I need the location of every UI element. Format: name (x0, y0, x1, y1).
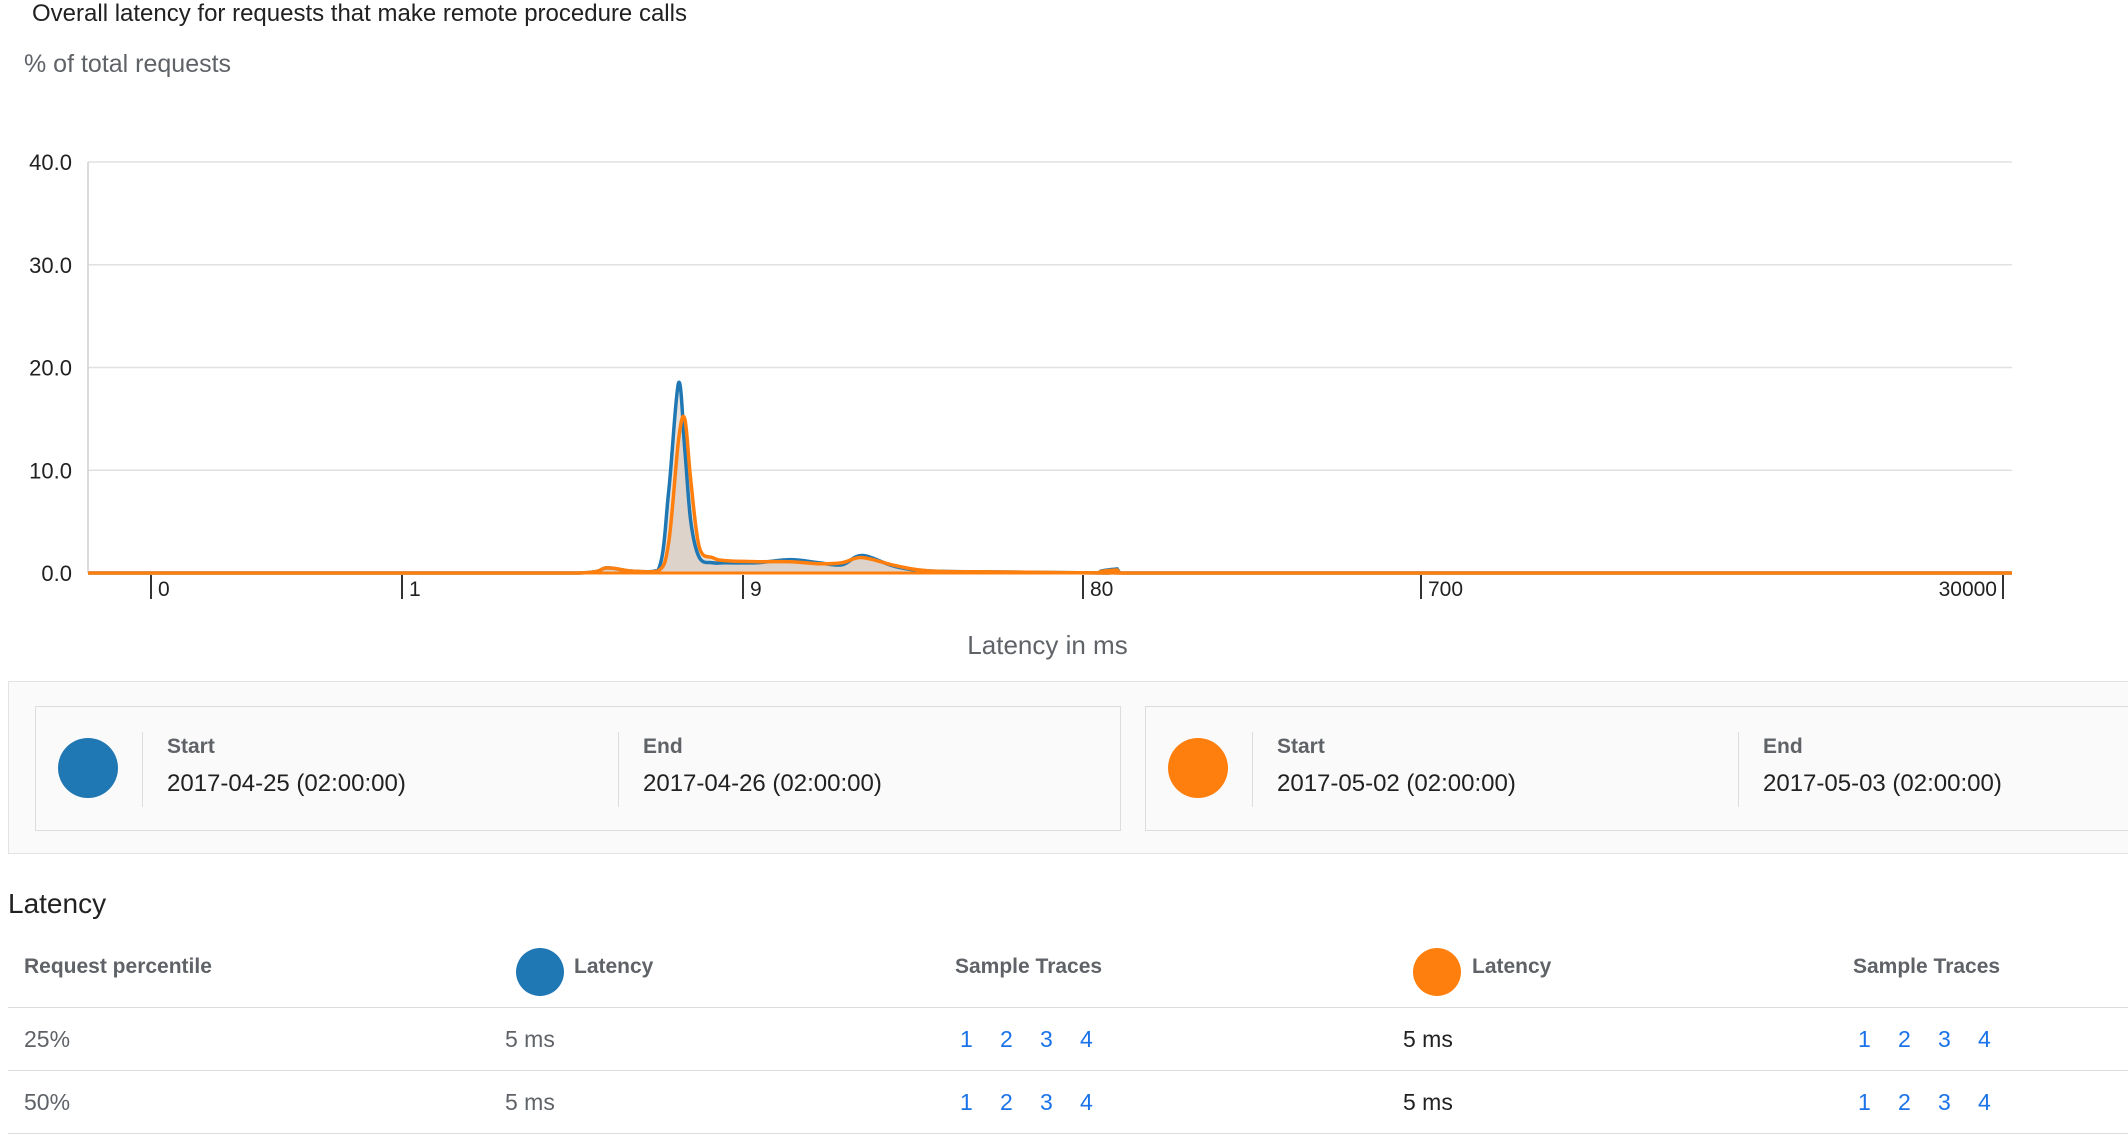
range-end: End 2017-04-26 (02:00:00) (643, 735, 882, 798)
trace-link[interactable]: 1 (960, 1089, 973, 1115)
time-range-card-2: Start 2017-05-02 (02:00:00) End 2017-05-… (1145, 706, 2128, 831)
series-2-color-dot (1168, 738, 1228, 798)
percentile-cell: 25% (24, 1026, 71, 1052)
trace-link[interactable]: 4 (1978, 1089, 1991, 1115)
trace-link[interactable]: 3 (1040, 1089, 1053, 1115)
chart-title: Overall latency for requests that make r… (32, 0, 687, 27)
sample-traces-series-2: 1 2 3 4 (1858, 1089, 2018, 1116)
range-divider (618, 732, 619, 807)
time-range-panel: Start 2017-04-25 (02:00:00) End 2017-04-… (8, 681, 2128, 854)
range-start: Start 2017-04-25 (02:00:00) (167, 735, 406, 798)
y-tick-label: 30.0 (29, 253, 72, 278)
header-request-percentile: Request percentile (24, 955, 212, 978)
x-tick-label: 9 (750, 578, 762, 600)
trace-link[interactable]: 1 (1858, 1089, 1871, 1115)
y-tick-label: 20.0 (29, 356, 72, 381)
trace-link[interactable]: 4 (1978, 1026, 1991, 1052)
header-sample-traces-series-2: Sample Traces (1853, 955, 2001, 978)
range-start: Start 2017-05-02 (02:00:00) (1277, 735, 1516, 798)
trace-link[interactable]: 2 (1000, 1026, 1013, 1052)
percentile-cell: 50% (24, 1089, 71, 1115)
x-tick-label: 80 (1090, 578, 1113, 600)
x-tick-label: 30000 (1939, 578, 1997, 600)
x-tick-label: 700 (1428, 578, 1463, 600)
series-area (88, 416, 2012, 573)
latency-series-1-cell: 5 ms (505, 1089, 555, 1115)
y-axis-unit-label: % of total requests (24, 50, 232, 78)
y-tick-label: 40.0 (29, 150, 72, 175)
table-divider (8, 1133, 2128, 1134)
range-end-value: 2017-04-26 (02:00:00) (643, 770, 882, 797)
latency-chart: 0.0 10.0 20.0 30.0 40.0 0 1 9 80 700 30000 (29, 150, 2012, 600)
latency-series-1-cell: 5 ms (505, 1026, 555, 1052)
table-divider (8, 1007, 2128, 1008)
sample-traces-series-1: 1 2 3 4 (960, 1089, 1120, 1116)
time-range-card-1: Start 2017-04-25 (02:00:00) End 2017-04-… (35, 706, 1121, 831)
range-end-label: End (643, 735, 683, 758)
range-end-label: End (1763, 735, 1803, 758)
sample-traces-series-1: 1 2 3 4 (960, 1026, 1120, 1053)
y-tick-label: 0.0 (41, 561, 72, 586)
x-tick-label: 1 (409, 578, 421, 600)
range-divider (1252, 732, 1253, 807)
range-end: End 2017-05-03 (02:00:00) (1763, 735, 2002, 798)
header-series-1-dot (516, 948, 564, 996)
range-start-value: 2017-05-02 (02:00:00) (1277, 770, 1516, 797)
header-sample-traces-series-1: Sample Traces (955, 955, 1103, 978)
range-start-label: Start (167, 735, 215, 758)
range-divider (142, 732, 143, 807)
series-line (87, 380, 2012, 575)
series-line (87, 414, 2012, 575)
y-tick-label: 10.0 (29, 458, 72, 483)
trace-link[interactable]: 2 (1898, 1089, 1911, 1115)
range-start-label: Start (1277, 735, 1325, 758)
sample-traces-series-2: 1 2 3 4 (1858, 1026, 2018, 1053)
trace-link[interactable]: 1 (1858, 1026, 1871, 1052)
trace-link[interactable]: 3 (1938, 1089, 1951, 1115)
x-axis-title: Latency in ms (967, 630, 1128, 660)
trace-link[interactable]: 2 (1898, 1026, 1911, 1052)
trace-link[interactable]: 2 (1000, 1089, 1013, 1115)
trace-link[interactable]: 4 (1080, 1089, 1093, 1115)
chart-grid (88, 161, 2012, 574)
trace-link[interactable]: 1 (960, 1026, 973, 1052)
series-1-color-dot (58, 738, 118, 798)
range-end-value: 2017-05-03 (02:00:00) (1763, 770, 2002, 797)
range-divider (1738, 732, 1739, 807)
x-tick-label: 0 (158, 578, 170, 600)
chart-axes: 0.0 10.0 20.0 30.0 40.0 0 1 9 80 700 30000 (29, 150, 2012, 600)
trace-link[interactable]: 4 (1080, 1026, 1093, 1052)
table-divider (8, 1070, 2128, 1071)
chart-series (87, 380, 2012, 575)
trace-link[interactable]: 3 (1040, 1026, 1053, 1052)
trace-link[interactable]: 3 (1938, 1026, 1951, 1052)
range-start-value: 2017-04-25 (02:00:00) (167, 770, 406, 797)
series-area (88, 382, 2012, 573)
header-latency-series-2: Latency (1472, 955, 1552, 978)
header-series-2-dot (1413, 948, 1461, 996)
latency-section-heading: Latency (8, 888, 107, 919)
latency-series-2-cell: 5 ms (1403, 1089, 1453, 1115)
header-latency-series-1: Latency (574, 955, 654, 978)
latency-series-2-cell: 5 ms (1403, 1026, 1453, 1052)
